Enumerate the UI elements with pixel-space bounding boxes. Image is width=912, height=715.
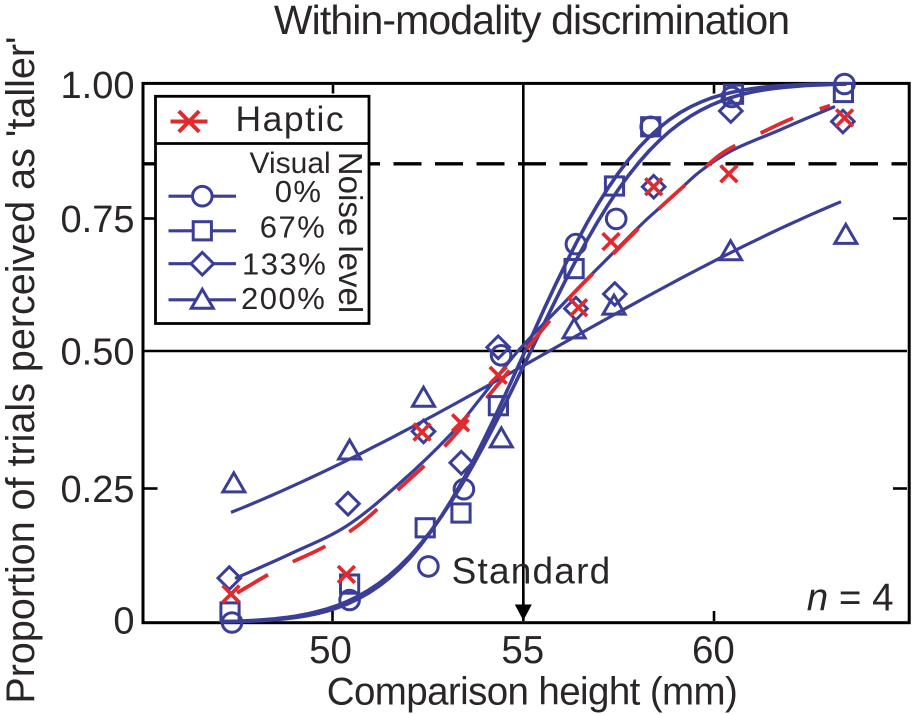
svg-text:Haptic: Haptic bbox=[236, 99, 346, 139]
svg-text:Proportion of trials perceived: Proportion of trials perceived as 'talle… bbox=[0, 36, 43, 703]
svg-text:133%: 133% bbox=[242, 246, 327, 281]
svg-text:67%: 67% bbox=[260, 210, 327, 245]
svg-text:Noise level: Noise level bbox=[332, 152, 369, 313]
svg-text:0.75: 0.75 bbox=[61, 199, 135, 241]
svg-text:n = 4: n = 4 bbox=[807, 577, 894, 620]
svg-text:50: 50 bbox=[309, 629, 352, 672]
svg-text:Within-modality discrimination: Within-modality discrimination bbox=[274, 0, 789, 43]
svg-text:Standard: Standard bbox=[452, 551, 612, 592]
svg-text:Comparison height (mm): Comparison height (mm) bbox=[327, 671, 737, 714]
svg-text:0%: 0% bbox=[275, 174, 323, 209]
svg-text:55: 55 bbox=[501, 629, 544, 672]
svg-text:1.00: 1.00 bbox=[61, 65, 135, 107]
svg-text:0.50: 0.50 bbox=[61, 332, 135, 374]
svg-text:60: 60 bbox=[692, 629, 735, 672]
svg-text:0.25: 0.25 bbox=[61, 469, 135, 511]
svg-text:0: 0 bbox=[113, 601, 134, 643]
svg-text:200%: 200% bbox=[241, 281, 326, 316]
svg-text:Visual: Visual bbox=[250, 147, 331, 180]
